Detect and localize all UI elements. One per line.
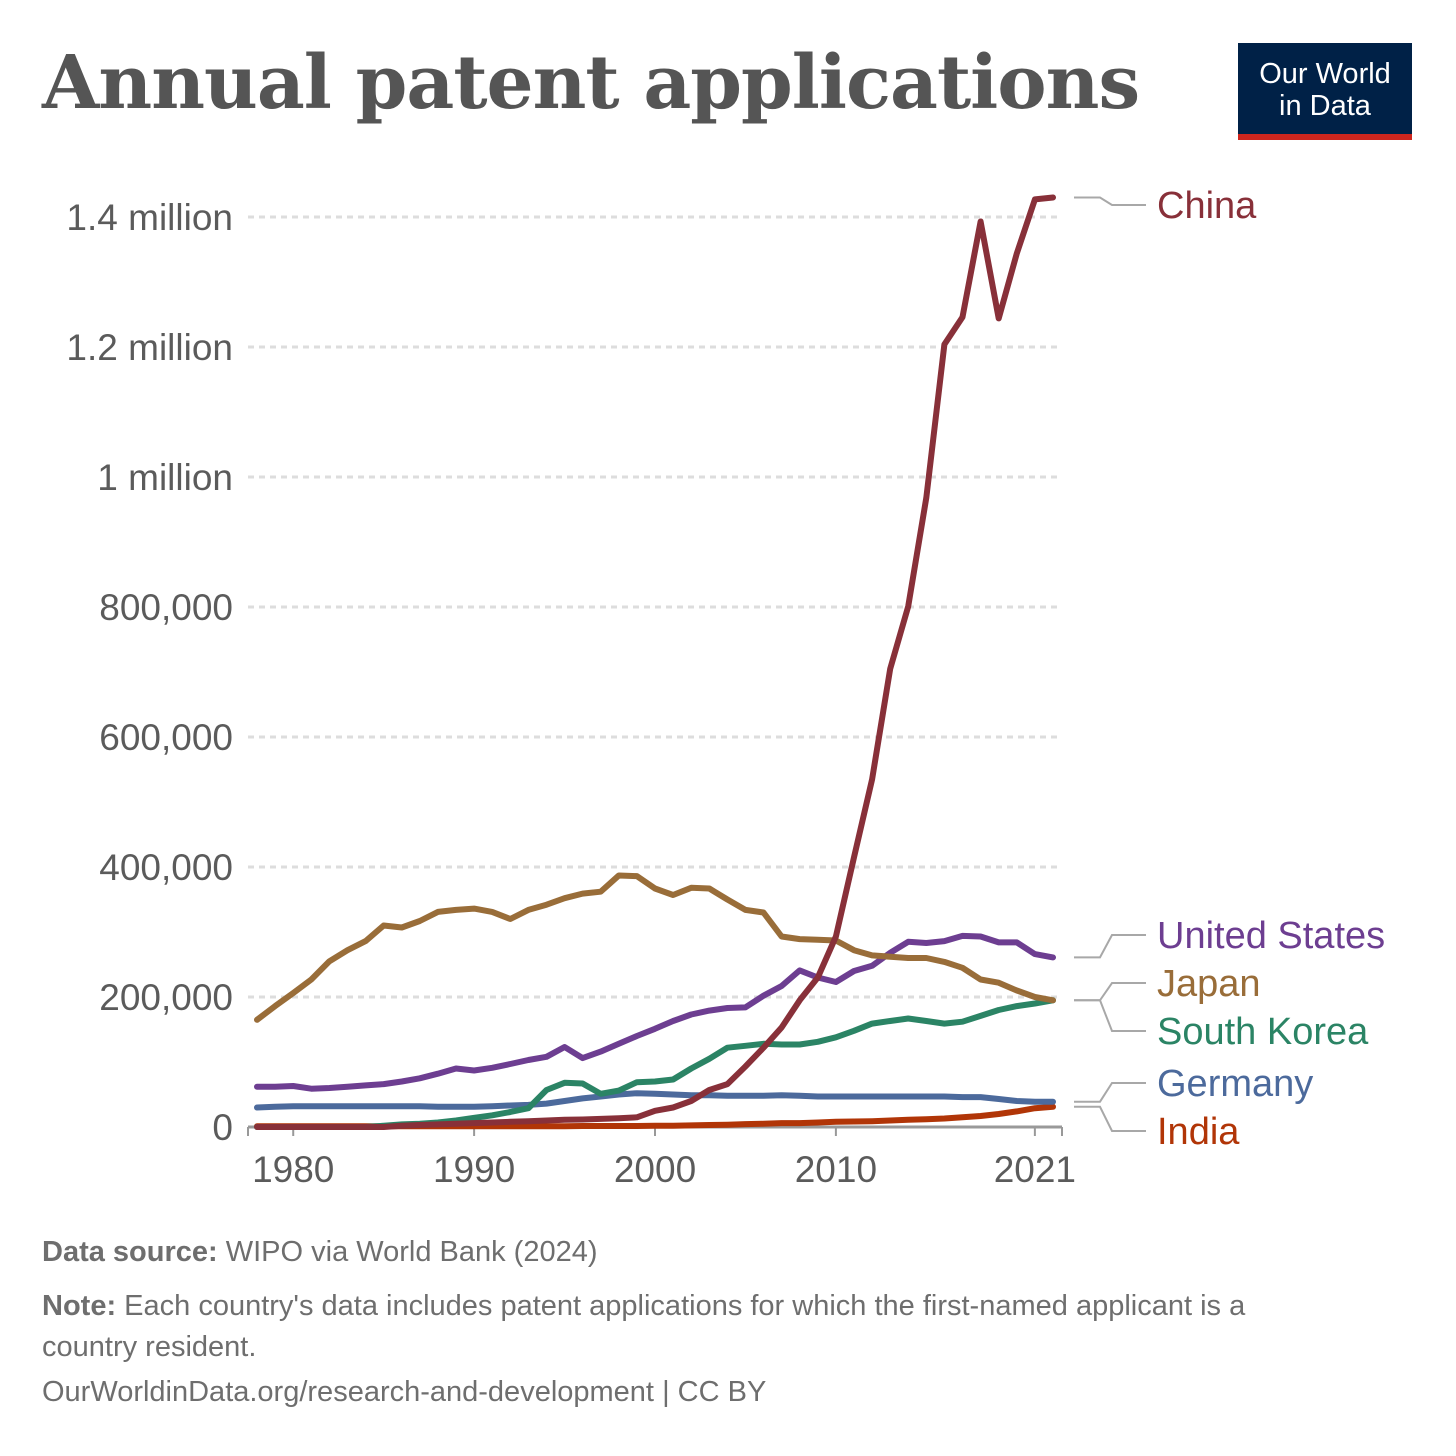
x-tick-label: 1980 (252, 1149, 334, 1190)
label-connector (1074, 1082, 1146, 1103)
x-tick-label: 2000 (614, 1149, 696, 1190)
series-label-germany[interactable]: Germany (1157, 1063, 1313, 1105)
owid-logo[interactable]: Our World in Data (1238, 43, 1412, 140)
license-text: | CC BY (662, 1376, 767, 1408)
note-text: Each country's data includes patent appl… (42, 1290, 1246, 1363)
x-tick-label: 1990 (433, 1149, 515, 1190)
series-label-south-korea[interactable]: South Korea (1157, 1011, 1369, 1053)
logo-text: Our World in Data (1240, 58, 1410, 122)
series-label-japan[interactable]: Japan (1157, 963, 1261, 1005)
grid-lines (248, 215, 1062, 999)
label-connector (1074, 999, 1146, 1032)
y-tick-label: 1.2 million (66, 327, 233, 368)
logo-line-1: Our World (1259, 57, 1391, 90)
x-tick-label: 2010 (795, 1149, 877, 1190)
y-tick-label: 1 million (97, 457, 233, 498)
x-tick-label: 2021 (994, 1149, 1076, 1190)
label-connector (1074, 934, 1146, 959)
series-label-united-states[interactable]: United States (1157, 915, 1385, 957)
y-tick-labels: 0 200,000 400,000 600,000 800,000 1 million 1.… (66, 197, 233, 1148)
source-label: Data source: (42, 1236, 218, 1268)
series-labels: China United States Japan South Korea German… (1157, 185, 1385, 1153)
label-connector (1074, 196, 1146, 206)
source-text: WIPO via World Bank (2024) (225, 1236, 598, 1268)
series-lines (254, 194, 1056, 1130)
footer-url: OurWorldinData.org/research-and-developm… (42, 1376, 766, 1409)
logo-line-2: in Data (1279, 89, 1371, 122)
label-connectors (1074, 196, 1146, 1132)
y-tick-label: 400,000 (99, 847, 233, 888)
label-connector (1074, 1105, 1146, 1132)
x-tick-labels: 1980 1990 2000 2010 2021 (252, 1149, 1076, 1190)
series-label-india[interactable]: India (1157, 1111, 1240, 1153)
series-line-china[interactable] (254, 194, 1056, 1130)
y-tick-label: 800,000 (99, 587, 233, 628)
chart-title: Annual patent applications (42, 40, 1140, 126)
note-label: Note: (42, 1290, 117, 1322)
data-source: Data source: WIPO via World Bank (2024) (42, 1236, 598, 1269)
y-tick-label: 1.4 million (66, 197, 233, 238)
label-connector (1074, 982, 1146, 1002)
y-tick-label: 200,000 (99, 977, 233, 1018)
source-url-link[interactable]: OurWorldinData.org/research-and-developm… (42, 1376, 654, 1408)
series-line-germany[interactable] (254, 1090, 1056, 1111)
series-line-united-states[interactable] (254, 932, 1056, 1092)
series-line-japan[interactable] (254, 872, 1056, 1023)
y-tick-label: 600,000 (99, 717, 233, 758)
chart-note: Note: Each country's data includes paten… (42, 1286, 1342, 1368)
series-label-china[interactable]: China (1157, 185, 1257, 227)
y-tick-label: 0 (212, 1107, 233, 1148)
